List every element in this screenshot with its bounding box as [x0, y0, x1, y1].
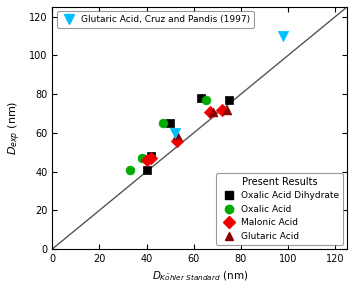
- Point: [203, 98, 209, 102]
- Point: [281, 34, 286, 38]
- Point: [226, 98, 232, 102]
- Point: [175, 133, 180, 137]
- Point: [148, 156, 154, 160]
- Point: [198, 96, 204, 100]
- Point: [148, 154, 154, 158]
- Point: [175, 138, 180, 143]
- Point: [172, 130, 178, 135]
- Point: [207, 109, 213, 114]
- Point: [167, 121, 173, 126]
- Point: [144, 158, 149, 162]
- Point: [144, 167, 149, 172]
- Point: [219, 107, 225, 112]
- Point: [160, 121, 166, 126]
- Y-axis label: $D_{exp}$ (nm): $D_{exp}$ (nm): [7, 101, 23, 155]
- Point: [210, 109, 216, 114]
- Point: [127, 167, 133, 172]
- Point: [139, 156, 145, 160]
- Legend: Oxalic Acid Dihydrate, Oxalic Acid, Malonic Acid, Glutaric Acid: Oxalic Acid Dihydrate, Oxalic Acid, Malo…: [216, 173, 343, 244]
- X-axis label: $D_{K\"{o}hler\ Standard}$ (nm): $D_{K\"{o}hler\ Standard}$ (nm): [152, 269, 248, 283]
- Point: [224, 107, 230, 112]
